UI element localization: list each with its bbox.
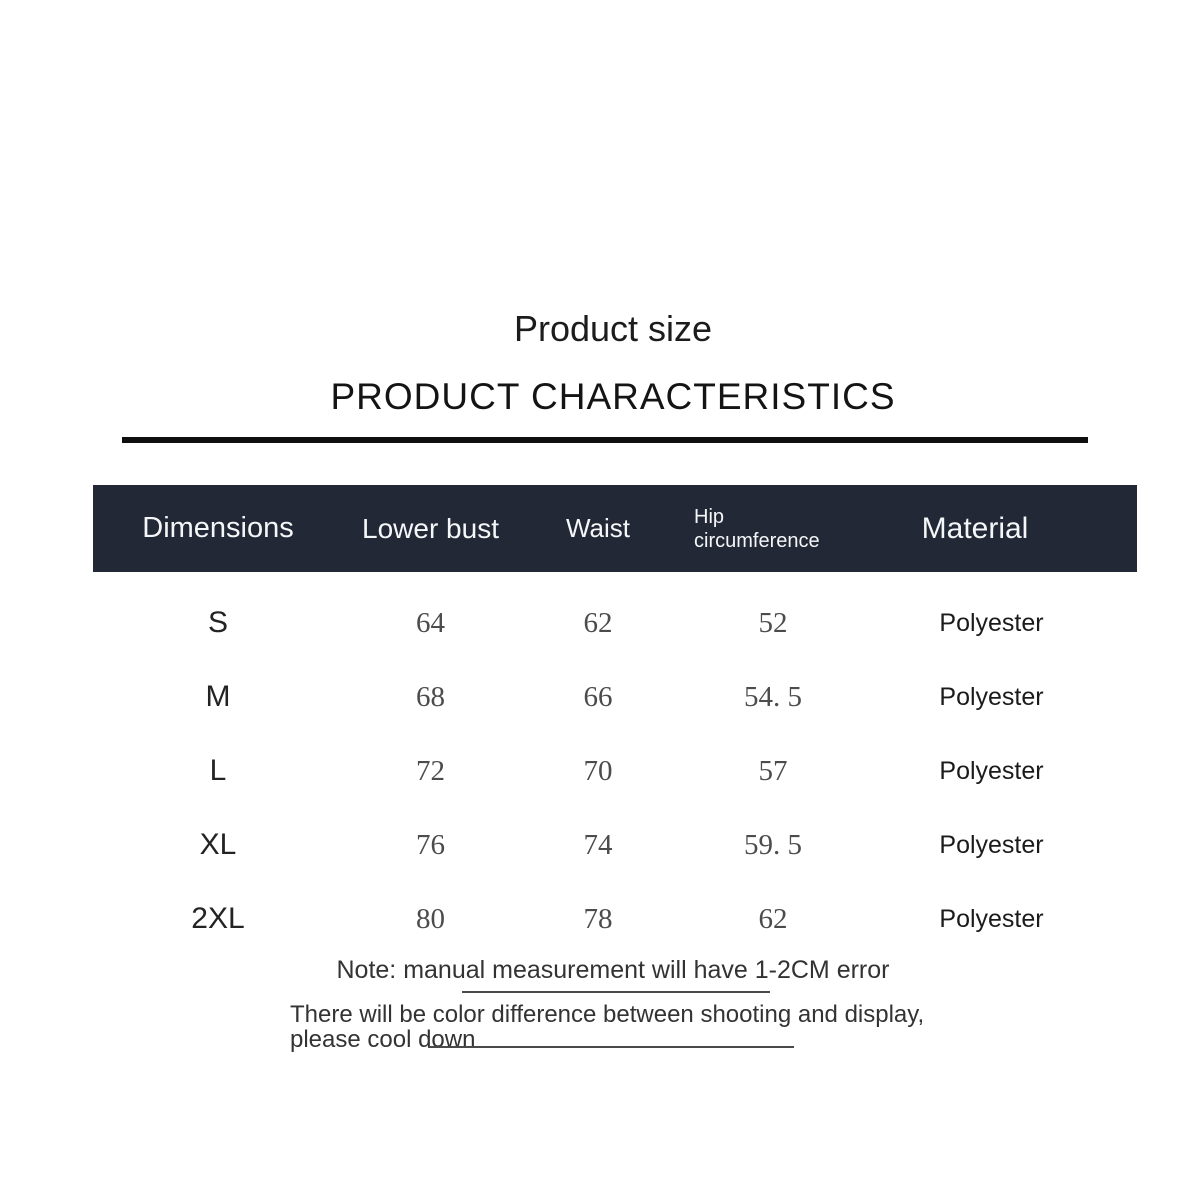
waist-cell: 70 [583,754,613,787]
table-row: L 72 70 57 Polyester [93,734,1137,808]
column-header-hip-circumference: Hip circumference [678,505,868,553]
table-header-row: Dimensions Lower bust Waist Hip circumfe… [93,485,1137,572]
page-subtitle: PRODUCT CHARACTERISTICS [330,376,896,417]
waist-cell: 78 [583,902,613,935]
material-cell: Polyester [939,608,1044,637]
table-row: S 64 62 52 Polyester [93,586,1137,660]
material-cell: Polyester [939,756,1044,785]
note-measurement-error: Note: manual measurement will have 1-2CM… [336,956,890,984]
waist-cell: 74 [583,828,613,861]
table-row: M 68 66 54. 5 Polyester [93,660,1137,734]
column-header-material: Material [921,511,1029,545]
lower-bust-cell: 76 [416,828,445,861]
hip-cell: 57 [758,754,788,787]
waist-cell: 66 [583,680,613,713]
lower-bust-cell: 72 [416,754,445,787]
column-header-waist: Waist [565,513,631,543]
size-cell: S [207,606,228,639]
title-divider [122,437,1088,443]
size-cell: XL [199,828,237,861]
table-body: S 64 62 52 Polyester M 68 66 54. 5 Polye… [93,572,1137,956]
size-cell: 2XL [191,902,245,935]
note-measurement-underline [462,991,770,993]
note-color-difference: There will be color difference between s… [290,1001,925,1053]
table-row: 2XL 80 78 62 Polyester [93,882,1137,956]
hip-cell: 62 [758,902,788,935]
size-cell: L [209,754,227,787]
note-color-underline [428,1046,794,1048]
material-cell: Polyester [939,904,1044,933]
column-header-hip-label: Hip circumference [694,505,820,552]
lower-bust-cell: 68 [416,680,445,713]
material-cell: Polyester [939,830,1044,859]
column-header-dimensions: Dimensions [142,512,294,544]
lower-bust-cell: 64 [416,606,445,639]
lower-bust-cell: 80 [416,902,445,935]
column-header-lower-bust: Lower bust [362,512,499,544]
hip-cell: 59. 5 [744,828,802,861]
page-title: Product size [513,308,713,349]
table-row: XL 76 74 59. 5 Polyester [93,808,1137,882]
size-cell: M [205,680,231,713]
waist-cell: 62 [583,606,613,639]
size-table: Dimensions Lower bust Waist Hip circumfe… [93,485,1137,956]
hip-cell: 52 [758,606,788,639]
material-cell: Polyester [939,682,1044,711]
hip-cell: 54. 5 [744,680,802,713]
